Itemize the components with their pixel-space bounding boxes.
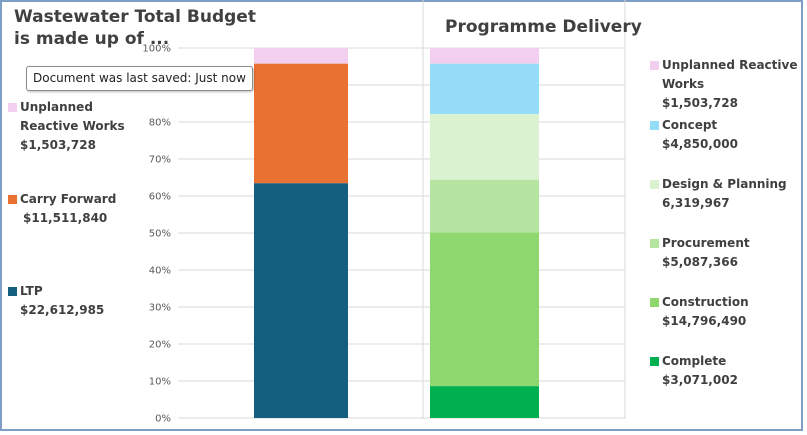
legend-value: 6,319,967 (662, 196, 730, 210)
y-tick-label: 10% (149, 377, 171, 388)
legend-value: $5,087,366 (662, 255, 738, 269)
bar-segment-budget-carry-forward (254, 63, 348, 184)
legend-entry-procurement: Procurement $5,087,366 (650, 234, 750, 272)
legend-label: Unplanned (20, 100, 93, 114)
legend-swatch (8, 287, 17, 296)
legend-swatch (650, 239, 659, 248)
bar-segment-programme-procurement (430, 179, 539, 233)
legend-swatch (8, 103, 17, 112)
legend-entry-ltp: LTP $22,612,985 (8, 282, 105, 320)
legend-label: Construction (662, 295, 749, 309)
bar-segment-programme-unplanned-reactive-works (430, 48, 539, 64)
save-status-tooltip: Document was last saved: Just now (26, 66, 253, 91)
bar-segment-budget-unplanned-reactive-works (254, 48, 348, 64)
legend-value: $22,612,985 (20, 303, 105, 317)
legend-label: Complete (662, 354, 727, 368)
legend-value: $3,071,002 (662, 373, 738, 387)
legend-label: Procurement (662, 236, 750, 250)
legend-entry-construction: Construction $14,796,490 (650, 293, 749, 331)
bar-segment-programme-construction (430, 232, 539, 387)
legend-entry-complete: Complete $3,071,002 (650, 352, 738, 390)
y-tick-label: 60% (149, 192, 171, 203)
legend-label: Unplanned Reactive (662, 58, 798, 72)
y-tick-label: 40% (149, 266, 171, 277)
y-tick-label: 50% (149, 229, 171, 240)
legend-label: LTP (20, 284, 43, 298)
y-tick-label: 80% (149, 118, 171, 129)
chart-title-budget: Wastewater Total Budget is made up of ..… (14, 6, 256, 50)
legend-label: Works (662, 77, 705, 91)
chart-title-budget-line-1: Wastewater Total Budget (14, 7, 256, 27)
legend-swatch (8, 195, 17, 204)
y-tick-label: 70% (149, 155, 171, 166)
legend-value: $14,796,490 (662, 314, 747, 328)
y-tick-label: 30% (149, 303, 171, 314)
bar-segment-programme-concept (430, 63, 539, 114)
legend-value: $4,850,000 (662, 137, 738, 151)
y-tick-label: 0% (155, 414, 171, 425)
legend-swatch (650, 121, 659, 130)
bar-segment-budget-ltp (254, 183, 348, 418)
legend-entry-unplanned-reactive-works-right: Unplanned Reactive Works $1,503,728 (650, 56, 798, 113)
chart-title-budget-line-2: is made up of ... (14, 29, 170, 49)
y-tick-label: 100% (142, 44, 171, 55)
legend-swatch (650, 61, 659, 70)
legend-swatch (650, 298, 659, 307)
legend-entry-carry-forward: Carry Forward $11,511,840 (8, 190, 117, 228)
legend-swatch (650, 180, 659, 189)
legend-entry-unplanned-reactive-works-left: Unplanned Reactive Works $1,503,728 (8, 98, 125, 155)
legend-swatch (650, 357, 659, 366)
legend-label: Concept (662, 118, 718, 132)
legend-value: $1,503,728 (662, 96, 738, 110)
bar-segment-programme-design-planning (430, 113, 539, 180)
legend-entry-design-planning: Design & Planning 6,319,967 (650, 175, 787, 213)
legend-value: $11,511,840 (23, 211, 108, 225)
bar-segment-programme-complete (430, 386, 539, 418)
legend-entry-concept: Concept $4,850,000 (650, 116, 738, 154)
chart-title-programme: Programme Delivery (445, 16, 642, 38)
legend-label: Reactive Works (20, 119, 125, 133)
legend-label: Carry Forward (20, 192, 117, 206)
legend-value: $1,503,728 (20, 138, 96, 152)
chart-title-programme-line-1: Programme Delivery (445, 17, 642, 37)
legend-label: Design & Planning (662, 177, 787, 191)
y-tick-label: 20% (149, 340, 171, 351)
